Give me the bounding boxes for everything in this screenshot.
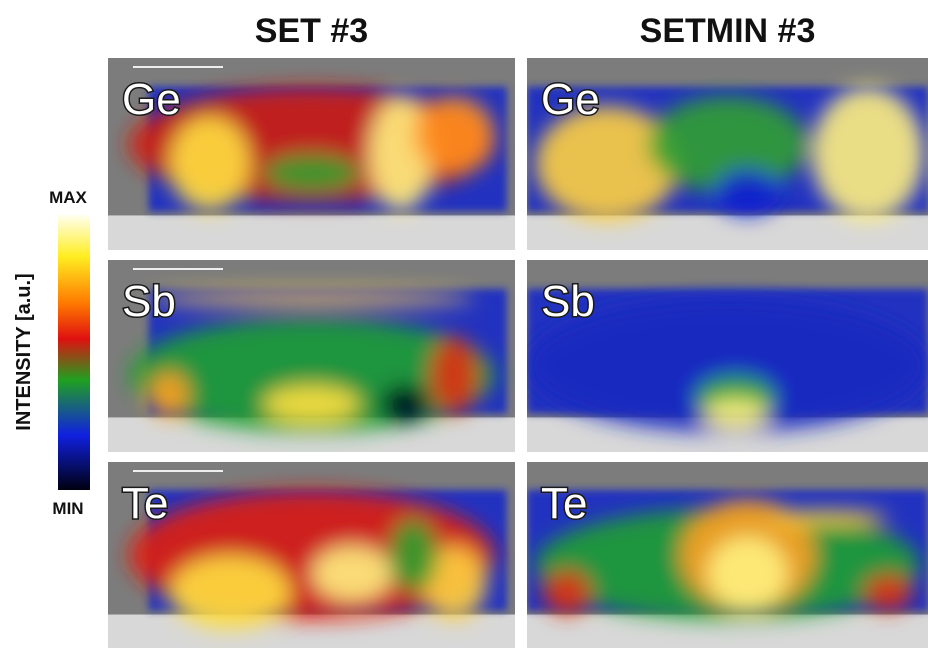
- element-label: Te: [541, 479, 587, 528]
- map-panel: Te: [108, 462, 515, 648]
- map-panel: Ge: [108, 58, 515, 250]
- element-label: Te: [122, 479, 168, 528]
- map-panel: Te: [527, 462, 928, 648]
- element-label: Sb: [541, 277, 595, 326]
- element-label: Ge: [122, 75, 181, 124]
- colorbar: [58, 215, 90, 490]
- colorbar-max: MAX: [49, 188, 87, 207]
- colorbar-min: MIN: [52, 499, 83, 518]
- map-panel: Ge: [527, 58, 928, 250]
- colorbar-label: INTENSITY [a.u.]: [13, 273, 35, 430]
- map-panel: Sb: [527, 260, 928, 452]
- column-title: SET #3: [255, 12, 368, 50]
- element-label: Ge: [541, 75, 600, 124]
- map-panel: Sb: [108, 260, 515, 452]
- column-title: SETMIN #3: [640, 12, 816, 50]
- element-label: Sb: [122, 277, 176, 326]
